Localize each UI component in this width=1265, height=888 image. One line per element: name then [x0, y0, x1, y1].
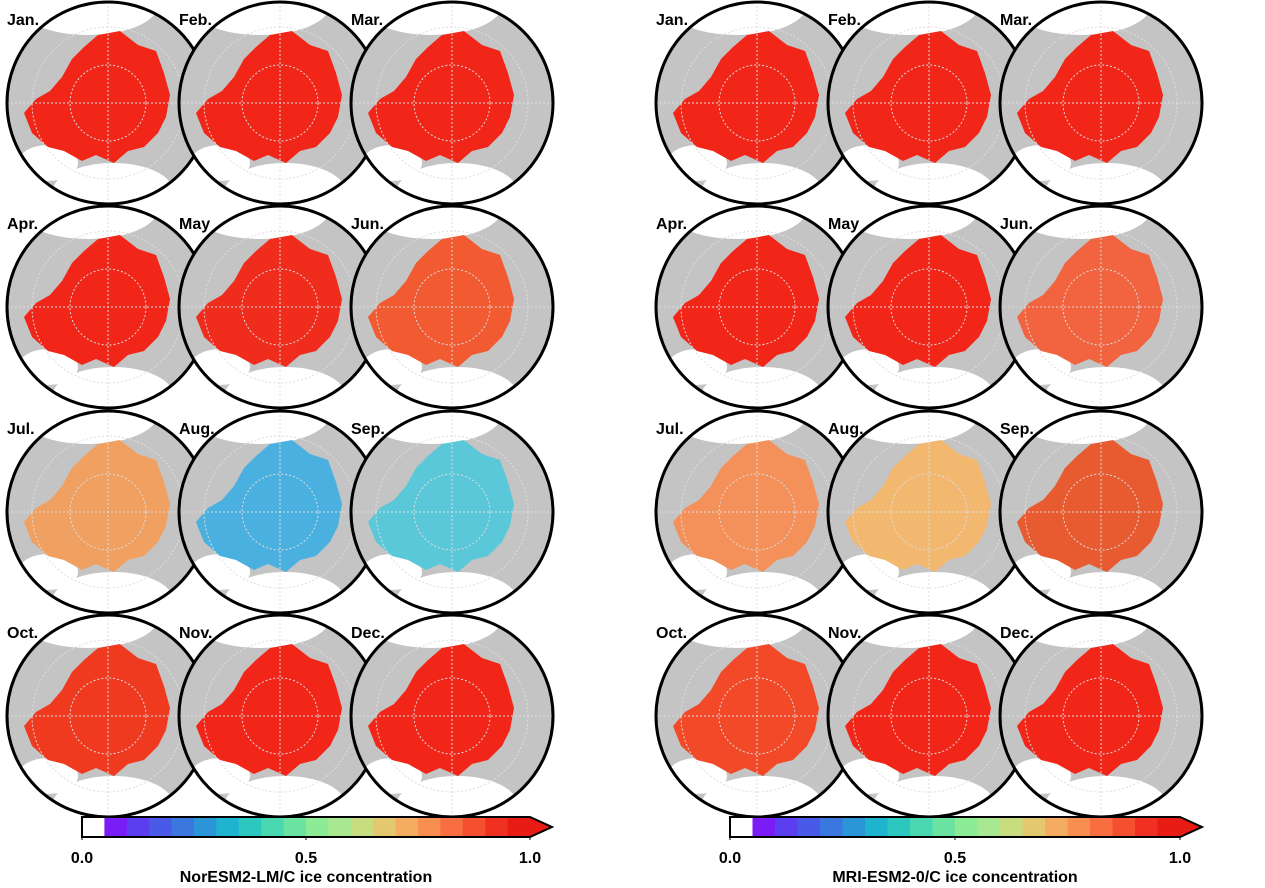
colorbar-segment — [149, 817, 172, 837]
month-label: Apr. — [656, 216, 687, 233]
month-label: Apr. — [7, 216, 38, 233]
colorbar-segment — [1000, 817, 1023, 837]
colorbar-segment — [1023, 817, 1046, 837]
month-label: Feb. — [179, 12, 212, 29]
colorbar-segment — [508, 817, 531, 837]
colorbar-segment — [373, 817, 396, 837]
colorbar-segment — [328, 817, 351, 837]
month-label: Mar. — [1000, 12, 1032, 29]
month-label: Sep. — [351, 421, 385, 438]
colorbar-segment — [865, 817, 888, 837]
month-label: Aug. — [179, 421, 215, 438]
figure: Jan. Feb. Mar. Apr. May Jun. Jul. Aug. Sep. Oct. N… — [0, 0, 1265, 888]
colorbar-segment — [933, 817, 956, 837]
month-label: Oct. — [7, 625, 38, 642]
colorbar-segment — [775, 817, 798, 837]
colorbar-segment — [351, 817, 374, 837]
colorbar-label: NorESM2-LM/C ice concentration — [180, 869, 432, 886]
month-label: Jan. — [656, 12, 688, 29]
colorbar-segment — [753, 817, 776, 837]
colorbar-segment — [730, 817, 753, 837]
colorbar-tick-label: 0.0 — [719, 850, 741, 867]
colorbar-segment — [261, 817, 284, 837]
colorbar-segment — [1158, 817, 1181, 837]
colorbar-segment — [172, 817, 195, 837]
colorbar-segment — [239, 817, 262, 837]
colorbar-segment — [485, 817, 508, 837]
colorbar-segment — [216, 817, 239, 837]
colorbar-segment — [284, 817, 307, 837]
month-label: Jul. — [7, 421, 35, 438]
month-label: Jun. — [1000, 216, 1033, 233]
colorbar-segment — [1113, 817, 1136, 837]
colorbar-segment — [978, 817, 1001, 837]
colorbar-segment — [463, 817, 486, 837]
month-label: Sep. — [1000, 421, 1034, 438]
colorbar-segment — [1135, 817, 1158, 837]
month-label: Nov. — [828, 625, 861, 642]
month-label: May — [828, 216, 859, 233]
month-label: Oct. — [656, 625, 687, 642]
colorbar-segment — [798, 817, 821, 837]
colorbar-tick-label: 0.5 — [295, 850, 317, 867]
colorbar-label: MRI-ESM2-0/C ice concentration — [832, 869, 1077, 886]
colorbar-extend — [530, 817, 552, 837]
colorbar-segment — [820, 817, 843, 837]
colorbar-segment — [1090, 817, 1113, 837]
colorbar-segment — [194, 817, 217, 837]
month-label: Dec. — [351, 625, 385, 642]
month-label: Jul. — [656, 421, 684, 438]
month-label: Dec. — [1000, 625, 1034, 642]
colorbar-segment — [843, 817, 866, 837]
month-label: Jan. — [7, 12, 39, 29]
colorbar-segment — [910, 817, 933, 837]
colorbar-segment — [396, 817, 419, 837]
month-label: Nov. — [179, 625, 212, 642]
colorbar-segment — [82, 817, 105, 837]
colorbar-tick-label: 1.0 — [519, 850, 541, 867]
colorbar-segment — [418, 817, 441, 837]
month-label: May — [179, 216, 210, 233]
colorbar-segment — [104, 817, 127, 837]
colorbar-segment — [955, 817, 978, 837]
month-label: Feb. — [828, 12, 861, 29]
colorbar-segment — [888, 817, 911, 837]
colorbar-segment — [127, 817, 150, 837]
colorbar-tick-label: 0.5 — [944, 850, 966, 867]
colorbar-segment — [306, 817, 329, 837]
colorbar-segment — [1068, 817, 1091, 837]
month-label: Jun. — [351, 216, 384, 233]
month-label: Mar. — [351, 12, 383, 29]
colorbar-segment — [1045, 817, 1068, 837]
month-label: Aug. — [828, 421, 864, 438]
colorbar-tick-label: 0.0 — [71, 850, 93, 867]
colorbar-tick-label: 1.0 — [1169, 850, 1191, 867]
colorbar-segment — [440, 817, 463, 837]
colorbar-extend — [1180, 817, 1202, 837]
